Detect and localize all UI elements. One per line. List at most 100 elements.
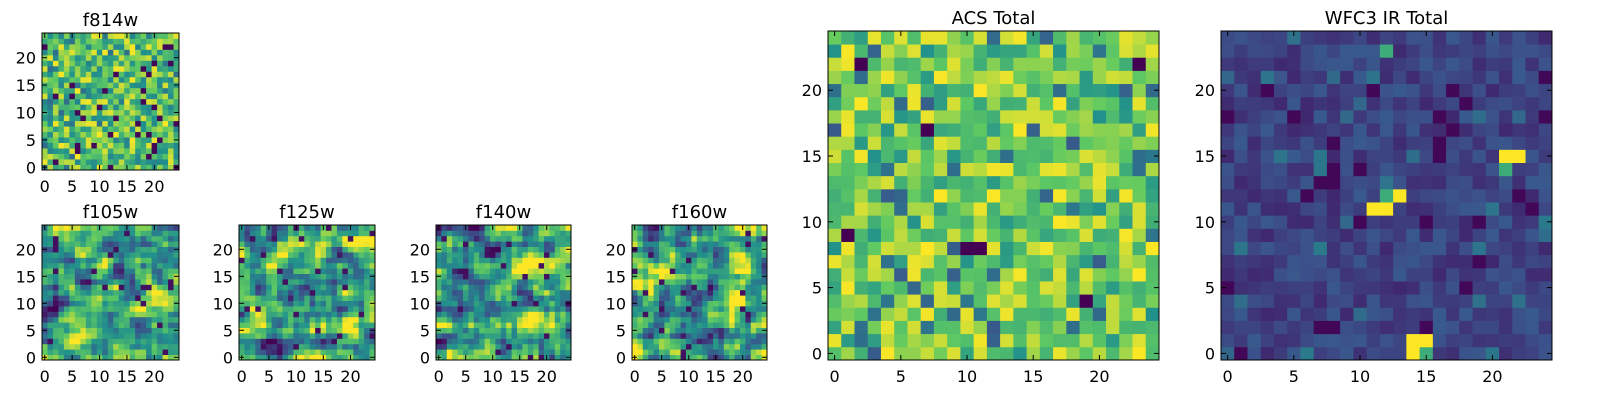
heatmap-cell bbox=[554, 273, 561, 280]
heatmap-cell bbox=[828, 228, 842, 242]
heatmap-cell bbox=[1092, 149, 1107, 163]
heatmap-cell bbox=[1340, 215, 1354, 229]
heatmap-cell bbox=[538, 316, 545, 323]
heatmap-cell bbox=[544, 235, 550, 242]
heatmap-cell bbox=[642, 273, 649, 280]
heatmap-cell bbox=[718, 300, 725, 307]
heatmap-cell bbox=[1393, 123, 1407, 137]
heatmap-cell bbox=[538, 235, 545, 242]
heatmap-cell bbox=[58, 279, 65, 285]
heatmap-cell bbox=[452, 284, 458, 291]
heatmap-cell bbox=[151, 235, 158, 242]
heatmap-cell bbox=[1499, 346, 1513, 361]
heatmap-cell bbox=[129, 137, 136, 143]
heatmap-cell bbox=[1247, 202, 1262, 216]
heatmap-cell bbox=[287, 300, 294, 307]
heatmap-cell bbox=[828, 281, 842, 295]
heatmap-cell bbox=[63, 98, 70, 105]
heatmap-cell bbox=[1013, 202, 1027, 216]
heatmap-cell bbox=[342, 316, 349, 323]
heatmap-cell bbox=[894, 333, 908, 348]
heatmap-cell bbox=[151, 246, 158, 253]
heatmap-cell bbox=[255, 241, 262, 247]
heatmap-cell bbox=[1300, 44, 1315, 58]
x-tick-label: 10 bbox=[1350, 367, 1370, 386]
heatmap-cell bbox=[761, 252, 768, 258]
heatmap-cell bbox=[1446, 162, 1460, 177]
heatmap-cell bbox=[756, 235, 762, 242]
heatmap-cell bbox=[42, 316, 48, 323]
heatmap-cell bbox=[102, 349, 109, 355]
heatmap-cell bbox=[1000, 267, 1014, 282]
heatmap-cell bbox=[102, 354, 109, 361]
heatmap-cell bbox=[336, 327, 343, 334]
heatmap-cell bbox=[282, 246, 289, 253]
heatmap-cell bbox=[1379, 228, 1394, 242]
heatmap-cell bbox=[1079, 188, 1094, 203]
heatmap-cell bbox=[947, 188, 961, 203]
heatmap-cell bbox=[527, 300, 534, 307]
heatmap-cell bbox=[1326, 307, 1341, 321]
heatmap-cell bbox=[1066, 202, 1080, 216]
heatmap-cell bbox=[151, 65, 158, 72]
heatmap-cell bbox=[1366, 149, 1381, 163]
heatmap-cell bbox=[146, 33, 152, 39]
heatmap-cell bbox=[702, 354, 708, 361]
heatmap-cell bbox=[118, 295, 125, 301]
heatmap-cell bbox=[1287, 333, 1301, 348]
heatmap-cell bbox=[506, 333, 512, 339]
heatmap-cell bbox=[500, 333, 507, 339]
heatmap-cell bbox=[463, 246, 469, 253]
heatmap-cell bbox=[42, 76, 48, 83]
heatmap-cell bbox=[58, 289, 65, 296]
heatmap-cell bbox=[484, 257, 491, 264]
heatmap-cell bbox=[168, 33, 174, 39]
heatmap-cell bbox=[1340, 44, 1354, 58]
heatmap-cell bbox=[255, 230, 262, 237]
heatmap-cell bbox=[479, 311, 485, 318]
heatmap-cell bbox=[315, 241, 321, 247]
heatmap-cell bbox=[960, 254, 975, 269]
heatmap-cell bbox=[47, 322, 54, 328]
heatmap-cell bbox=[58, 316, 65, 323]
heatmap-cell bbox=[124, 115, 131, 122]
heatmap-cell bbox=[102, 126, 109, 133]
heatmap-cell bbox=[1459, 123, 1473, 137]
heatmap-cell bbox=[707, 241, 714, 247]
y-tick-label: 20 bbox=[410, 240, 430, 259]
heatmap-cell bbox=[58, 115, 65, 122]
heatmap-cell bbox=[298, 279, 305, 285]
heatmap-cell bbox=[642, 343, 649, 350]
heatmap-cell bbox=[74, 295, 81, 301]
heatmap-cell bbox=[58, 82, 65, 89]
heatmap-cell bbox=[696, 252, 703, 258]
heatmap-cell bbox=[140, 246, 147, 253]
heatmap-cell bbox=[632, 230, 638, 237]
heatmap-cell bbox=[80, 49, 87, 56]
heatmap-cell bbox=[659, 333, 665, 339]
heatmap-cell bbox=[729, 300, 735, 307]
heatmap-cell bbox=[490, 349, 496, 355]
heatmap-cell bbox=[484, 241, 491, 247]
heatmap-cell bbox=[162, 268, 169, 274]
heatmap-cell bbox=[675, 289, 681, 296]
heatmap-cell bbox=[1273, 281, 1288, 295]
heatmap-cell bbox=[1459, 333, 1473, 348]
heatmap-cell bbox=[718, 284, 725, 291]
heatmap-cell bbox=[326, 327, 332, 334]
heatmap-cell bbox=[713, 279, 719, 285]
heatmap-cell bbox=[151, 284, 158, 291]
heatmap-cell bbox=[880, 31, 895, 45]
heatmap-cell bbox=[69, 246, 76, 253]
heatmap-cell bbox=[1119, 96, 1133, 111]
heatmap-cell bbox=[1092, 188, 1107, 203]
heatmap-cell bbox=[1132, 96, 1147, 111]
heatmap-cell bbox=[920, 202, 935, 216]
heatmap-cell bbox=[168, 104, 174, 111]
heatmap-cell bbox=[947, 294, 961, 308]
heatmap-cell bbox=[52, 268, 59, 274]
heatmap-cell bbox=[91, 262, 98, 269]
heatmap-cell bbox=[304, 300, 311, 307]
heatmap-cell bbox=[691, 284, 698, 291]
heatmap-cell bbox=[1300, 228, 1315, 242]
